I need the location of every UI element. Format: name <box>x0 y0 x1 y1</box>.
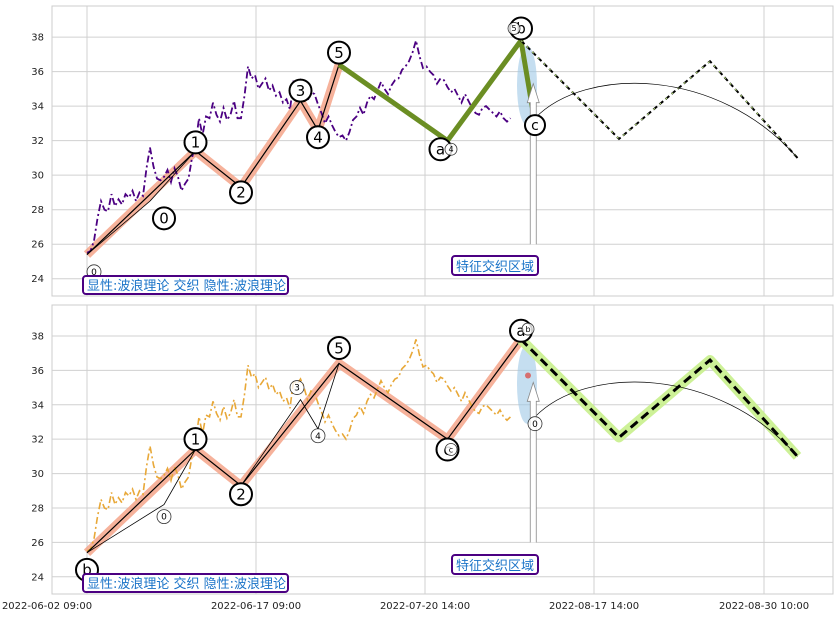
wave-label: 3 <box>296 82 306 100</box>
wave-label: b <box>82 561 92 579</box>
wave-label-circle <box>444 443 458 456</box>
x-tick-label: 2022-06-17 09:00 <box>211 601 301 612</box>
y-tick-label: 28 <box>31 503 44 514</box>
wave-label-circle <box>229 180 253 205</box>
wave-label-circle <box>183 130 208 155</box>
wave-label: 1 <box>191 430 201 448</box>
x-tick-label: 2022-08-17 14:00 <box>549 601 639 612</box>
x-tick-label: 2022-06-02 09:00 <box>2 601 92 612</box>
correction-line <box>337 38 538 144</box>
wave-label: a <box>436 141 445 159</box>
wave-label: 5 <box>511 24 516 33</box>
info-box <box>82 573 289 593</box>
wave-label: b <box>516 20 526 38</box>
info-box-text: 显性:波浪理论 交织 隐性:波浪理论 <box>87 576 286 592</box>
wave-label: 0 <box>91 268 97 278</box>
zone-label-box <box>451 554 539 575</box>
wave-line <box>86 339 522 554</box>
wave-label: 2 <box>236 184 246 202</box>
y-tick-label: 38 <box>31 33 44 44</box>
wave-label-circle <box>507 22 521 35</box>
wave-label: 2 <box>236 485 246 503</box>
wave-label-circle <box>306 125 330 150</box>
zone-label-text: 特征交织区域 <box>456 558 534 574</box>
y-tick-label: 30 <box>31 469 44 480</box>
wave-label: 1 <box>191 134 201 152</box>
wave-label-circle <box>524 114 546 137</box>
subwave-line <box>240 363 340 486</box>
subwave-line <box>86 200 151 255</box>
wave-label-circle <box>444 142 458 156</box>
bottom-panel: 2426283032343638b125ca3400cb显性:波浪理论 交织 隐… <box>31 304 834 595</box>
wave-label: a <box>516 322 525 340</box>
projection-line <box>519 338 799 458</box>
y-tick-label: 34 <box>31 102 44 113</box>
wave-label-circle <box>327 40 351 65</box>
info-box <box>82 275 289 295</box>
y-tick-label: 36 <box>31 366 44 377</box>
projection-line <box>520 39 799 159</box>
x-axis-ticks: 2022-06-02 09:00 2022-06-17 09:00 2022-07-… <box>2 601 809 612</box>
wave-label: 4 <box>313 128 323 146</box>
wave-label: 0 <box>532 420 538 430</box>
subwave-line <box>86 449 196 554</box>
y-tick-label: 26 <box>31 240 44 251</box>
wave-label: 4 <box>448 145 453 154</box>
y-tick-label: 24 <box>31 274 44 285</box>
x-tick-label: 2022-07-20 14:00 <box>380 601 470 612</box>
zone-label-box <box>451 255 539 276</box>
forecast-arc <box>534 82 798 159</box>
wave-label: 5 <box>334 339 344 357</box>
y-tick-label: 30 <box>31 171 44 182</box>
wave-label-circle <box>152 206 176 231</box>
y-tick-label: 24 <box>31 572 44 583</box>
wave-label-circle <box>310 428 326 444</box>
wave-label-circle <box>183 427 208 452</box>
wave-label: c <box>449 445 453 454</box>
wave-label: 0 <box>159 210 169 228</box>
forecast-arc <box>534 381 798 457</box>
y-tick-label: 32 <box>31 136 44 147</box>
y-tick-label: 26 <box>31 538 44 549</box>
wave-label-circle <box>156 509 172 524</box>
y-tick-label: 32 <box>31 435 44 446</box>
y-tick-label: 28 <box>31 205 44 216</box>
x-tick-label: 2022-08-30 10:00 <box>719 601 809 612</box>
wave-line <box>86 64 340 256</box>
info-box-text: 显性:波浪理论 交织 隐性:波浪理论 <box>87 278 286 294</box>
subwave-line <box>149 150 196 202</box>
y-tick-label: 34 <box>31 400 44 411</box>
wave-label: b <box>525 325 530 334</box>
wave-label-circle <box>327 336 351 361</box>
wave-label: 5 <box>334 44 344 62</box>
wave-label: 3 <box>294 384 300 394</box>
wave-label-circle <box>288 78 313 103</box>
wave-label: 0 <box>161 513 167 523</box>
zone-label-text: 特征交织区域 <box>456 259 534 275</box>
wave-label-circle <box>289 380 305 395</box>
zone-marker <box>525 372 531 379</box>
y-tick-label: 38 <box>31 331 44 342</box>
wave-label-circle <box>527 416 543 432</box>
y-tick-label: 36 <box>31 67 44 78</box>
wave-label-circle <box>229 482 253 507</box>
wave-label: 4 <box>315 432 321 442</box>
wave-label-circle <box>521 322 535 336</box>
wave-label: c <box>531 118 539 134</box>
